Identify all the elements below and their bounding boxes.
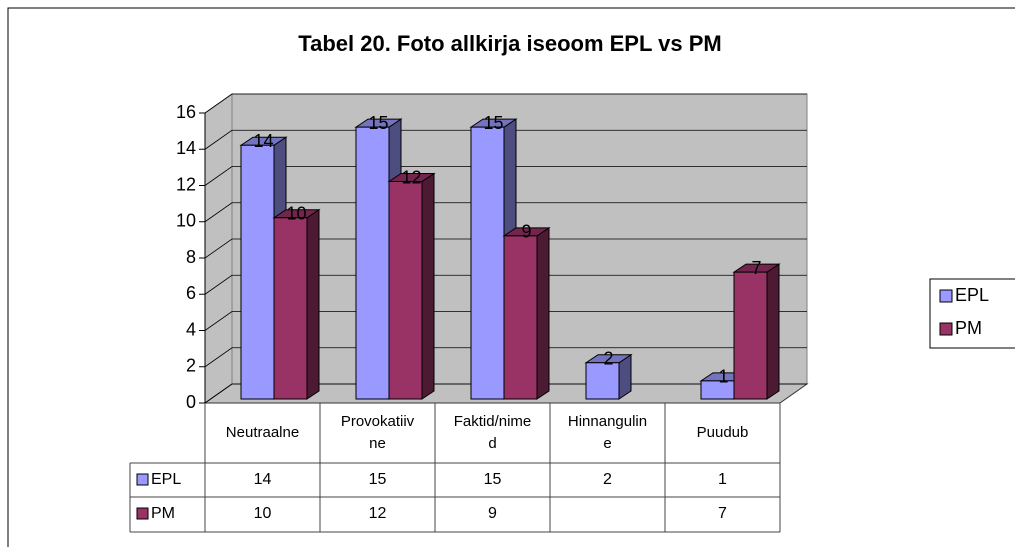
table-value: 7 xyxy=(718,505,727,522)
table-legend-key xyxy=(136,507,149,520)
table-value: 1 xyxy=(718,471,727,488)
data-label: 9 xyxy=(521,222,531,242)
bar-face xyxy=(273,217,308,400)
legend-label: EPL xyxy=(955,285,989,305)
y-tick-label: 6 xyxy=(186,283,196,303)
grid-line xyxy=(204,238,807,259)
legend-key xyxy=(939,322,953,336)
y-tick-label: 10 xyxy=(176,211,196,231)
bar xyxy=(387,172,436,400)
grid-line xyxy=(204,274,807,295)
y-tick-label: 2 xyxy=(186,356,196,376)
data-label: 15 xyxy=(483,113,503,133)
grid-line xyxy=(204,202,807,223)
bar-face xyxy=(240,144,275,400)
table-value: 9 xyxy=(488,505,497,522)
table-value: 10 xyxy=(254,505,272,522)
category-label: Hinnanguline xyxy=(567,413,648,452)
table-legend-key xyxy=(136,473,149,486)
bar-face xyxy=(355,126,390,400)
category-label: Neutraalne xyxy=(225,424,300,441)
table-value: 15 xyxy=(369,471,387,488)
data-label: 14 xyxy=(253,131,273,151)
category-label: Provokatiivne xyxy=(340,413,415,452)
legend-label: PM xyxy=(955,318,982,338)
table-series-name: PM xyxy=(151,505,175,522)
bar-face xyxy=(766,263,780,400)
data-label: 12 xyxy=(401,167,421,187)
table-series-name: EPL xyxy=(151,471,181,488)
data-label: 7 xyxy=(751,258,761,278)
bar-face xyxy=(536,226,550,400)
bar-face xyxy=(421,172,435,400)
chart-title: Tabel 20. Foto allkirja iseoom EPL vs PM xyxy=(298,31,721,56)
data-label: 15 xyxy=(368,113,388,133)
y-tick-label: 8 xyxy=(186,247,196,267)
bar-face xyxy=(306,208,320,400)
data-label: 10 xyxy=(286,204,306,224)
bar-face xyxy=(585,362,620,400)
grid-line xyxy=(204,166,807,186)
data-label: 2 xyxy=(603,349,613,369)
grid-line xyxy=(204,93,807,114)
table-value: 15 xyxy=(484,471,502,488)
table-value: 12 xyxy=(369,505,387,522)
bar-face xyxy=(503,235,538,400)
y-tick-label: 0 xyxy=(186,392,196,412)
legend-key xyxy=(939,289,953,303)
bar xyxy=(502,226,551,400)
y-tick-label: 4 xyxy=(186,319,196,339)
bar xyxy=(272,208,321,400)
data-label: 1 xyxy=(718,367,728,387)
category-label: Puudub xyxy=(696,424,749,441)
y-tick-label: 16 xyxy=(176,102,196,122)
bar xyxy=(732,263,781,400)
bar-face xyxy=(470,126,505,400)
table-value: 14 xyxy=(254,471,272,488)
grid-line xyxy=(204,129,807,150)
y-tick-label: 14 xyxy=(176,138,196,158)
grid-line xyxy=(204,311,807,331)
grid-line xyxy=(204,347,807,368)
bar-face xyxy=(388,181,423,400)
bar xyxy=(584,353,633,400)
y-tick-label: 12 xyxy=(176,174,196,194)
category-label: Faktid/nimed xyxy=(453,413,532,452)
bar-face xyxy=(733,271,768,400)
table-value: 2 xyxy=(603,471,612,488)
